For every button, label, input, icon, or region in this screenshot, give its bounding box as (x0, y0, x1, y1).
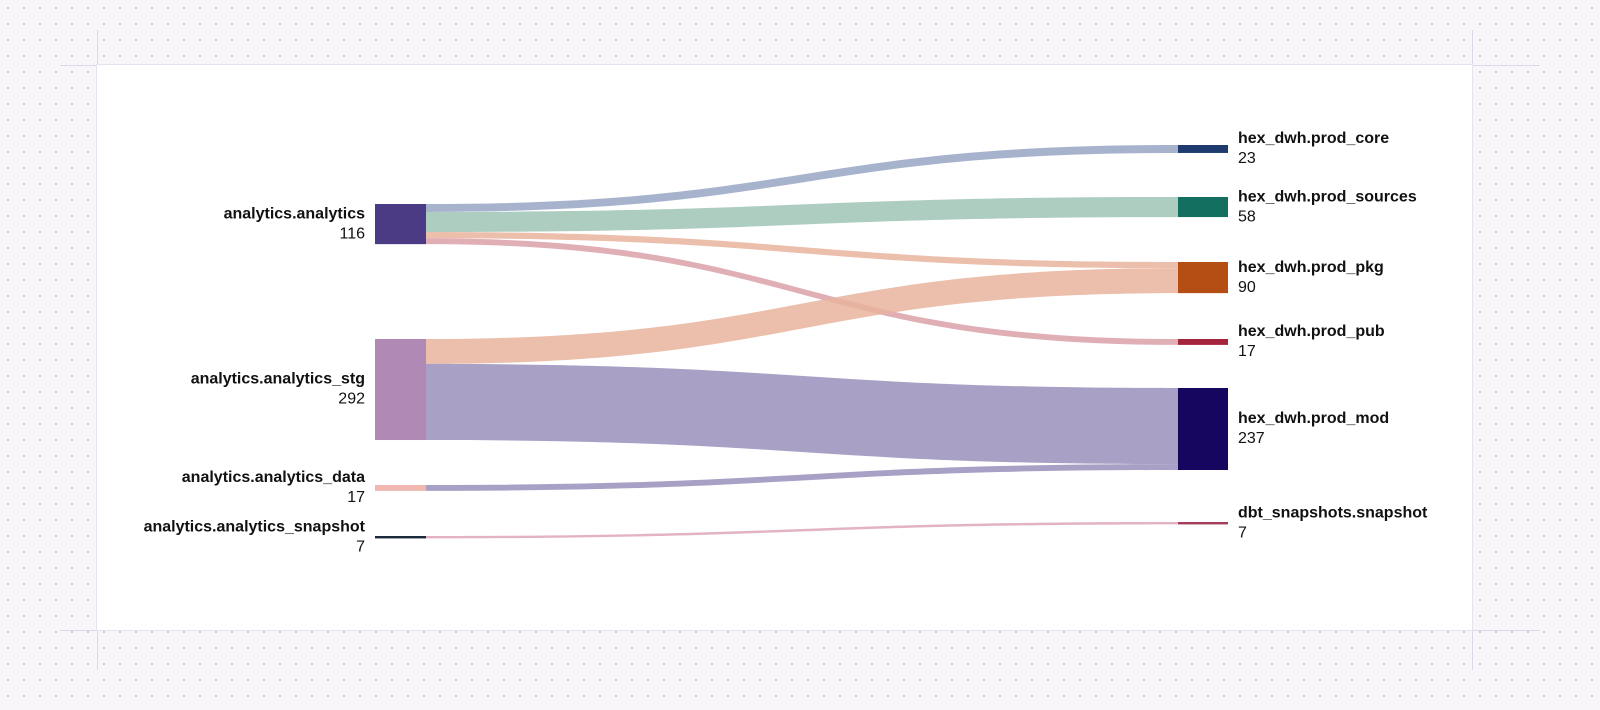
link (426, 268, 1178, 364)
node (1178, 145, 1228, 153)
node-name: analytics.analytics_snapshot (144, 518, 366, 535)
node-name: analytics.analytics_stg (191, 371, 365, 388)
node-value: 17 (347, 489, 365, 506)
node-name: dbt_snapshots.snapshot (1238, 504, 1428, 521)
node-value: 237 (1238, 430, 1265, 447)
chart-card (97, 65, 1472, 630)
node-value: 7 (356, 538, 365, 555)
link (426, 145, 1178, 212)
link (426, 522, 1178, 539)
link (426, 464, 1178, 491)
node-value: 292 (338, 391, 365, 408)
node-name: hex_dwh.prod_core (1238, 130, 1389, 147)
node-name: analytics.analytics_data (182, 469, 365, 486)
link (426, 232, 1178, 269)
link (426, 238, 1178, 345)
link (426, 197, 1178, 233)
node-value: 90 (1238, 279, 1256, 296)
node-name: hex_dwh.prod_sources (1238, 188, 1417, 205)
node-name: analytics.analytics (224, 205, 366, 222)
node (375, 339, 426, 441)
guide-line (1472, 30, 1473, 670)
link (426, 363, 1178, 465)
node-name: hex_dwh.prod_mod (1238, 410, 1389, 427)
node (375, 204, 426, 245)
node (1178, 262, 1228, 294)
node-value: 23 (1238, 150, 1256, 167)
node (375, 536, 426, 539)
node-value: 17 (1238, 343, 1256, 360)
node (1178, 388, 1228, 471)
node-name: hex_dwh.prod_pub (1238, 323, 1385, 340)
node-value: 58 (1238, 208, 1256, 225)
guide-line (60, 630, 1540, 631)
node (1178, 522, 1228, 525)
node-name: hex_dwh.prod_pkg (1238, 259, 1384, 276)
node (1178, 339, 1228, 345)
node (375, 485, 426, 491)
node (1178, 197, 1228, 218)
node-value: 116 (339, 225, 365, 242)
node-value: 7 (1238, 524, 1247, 541)
